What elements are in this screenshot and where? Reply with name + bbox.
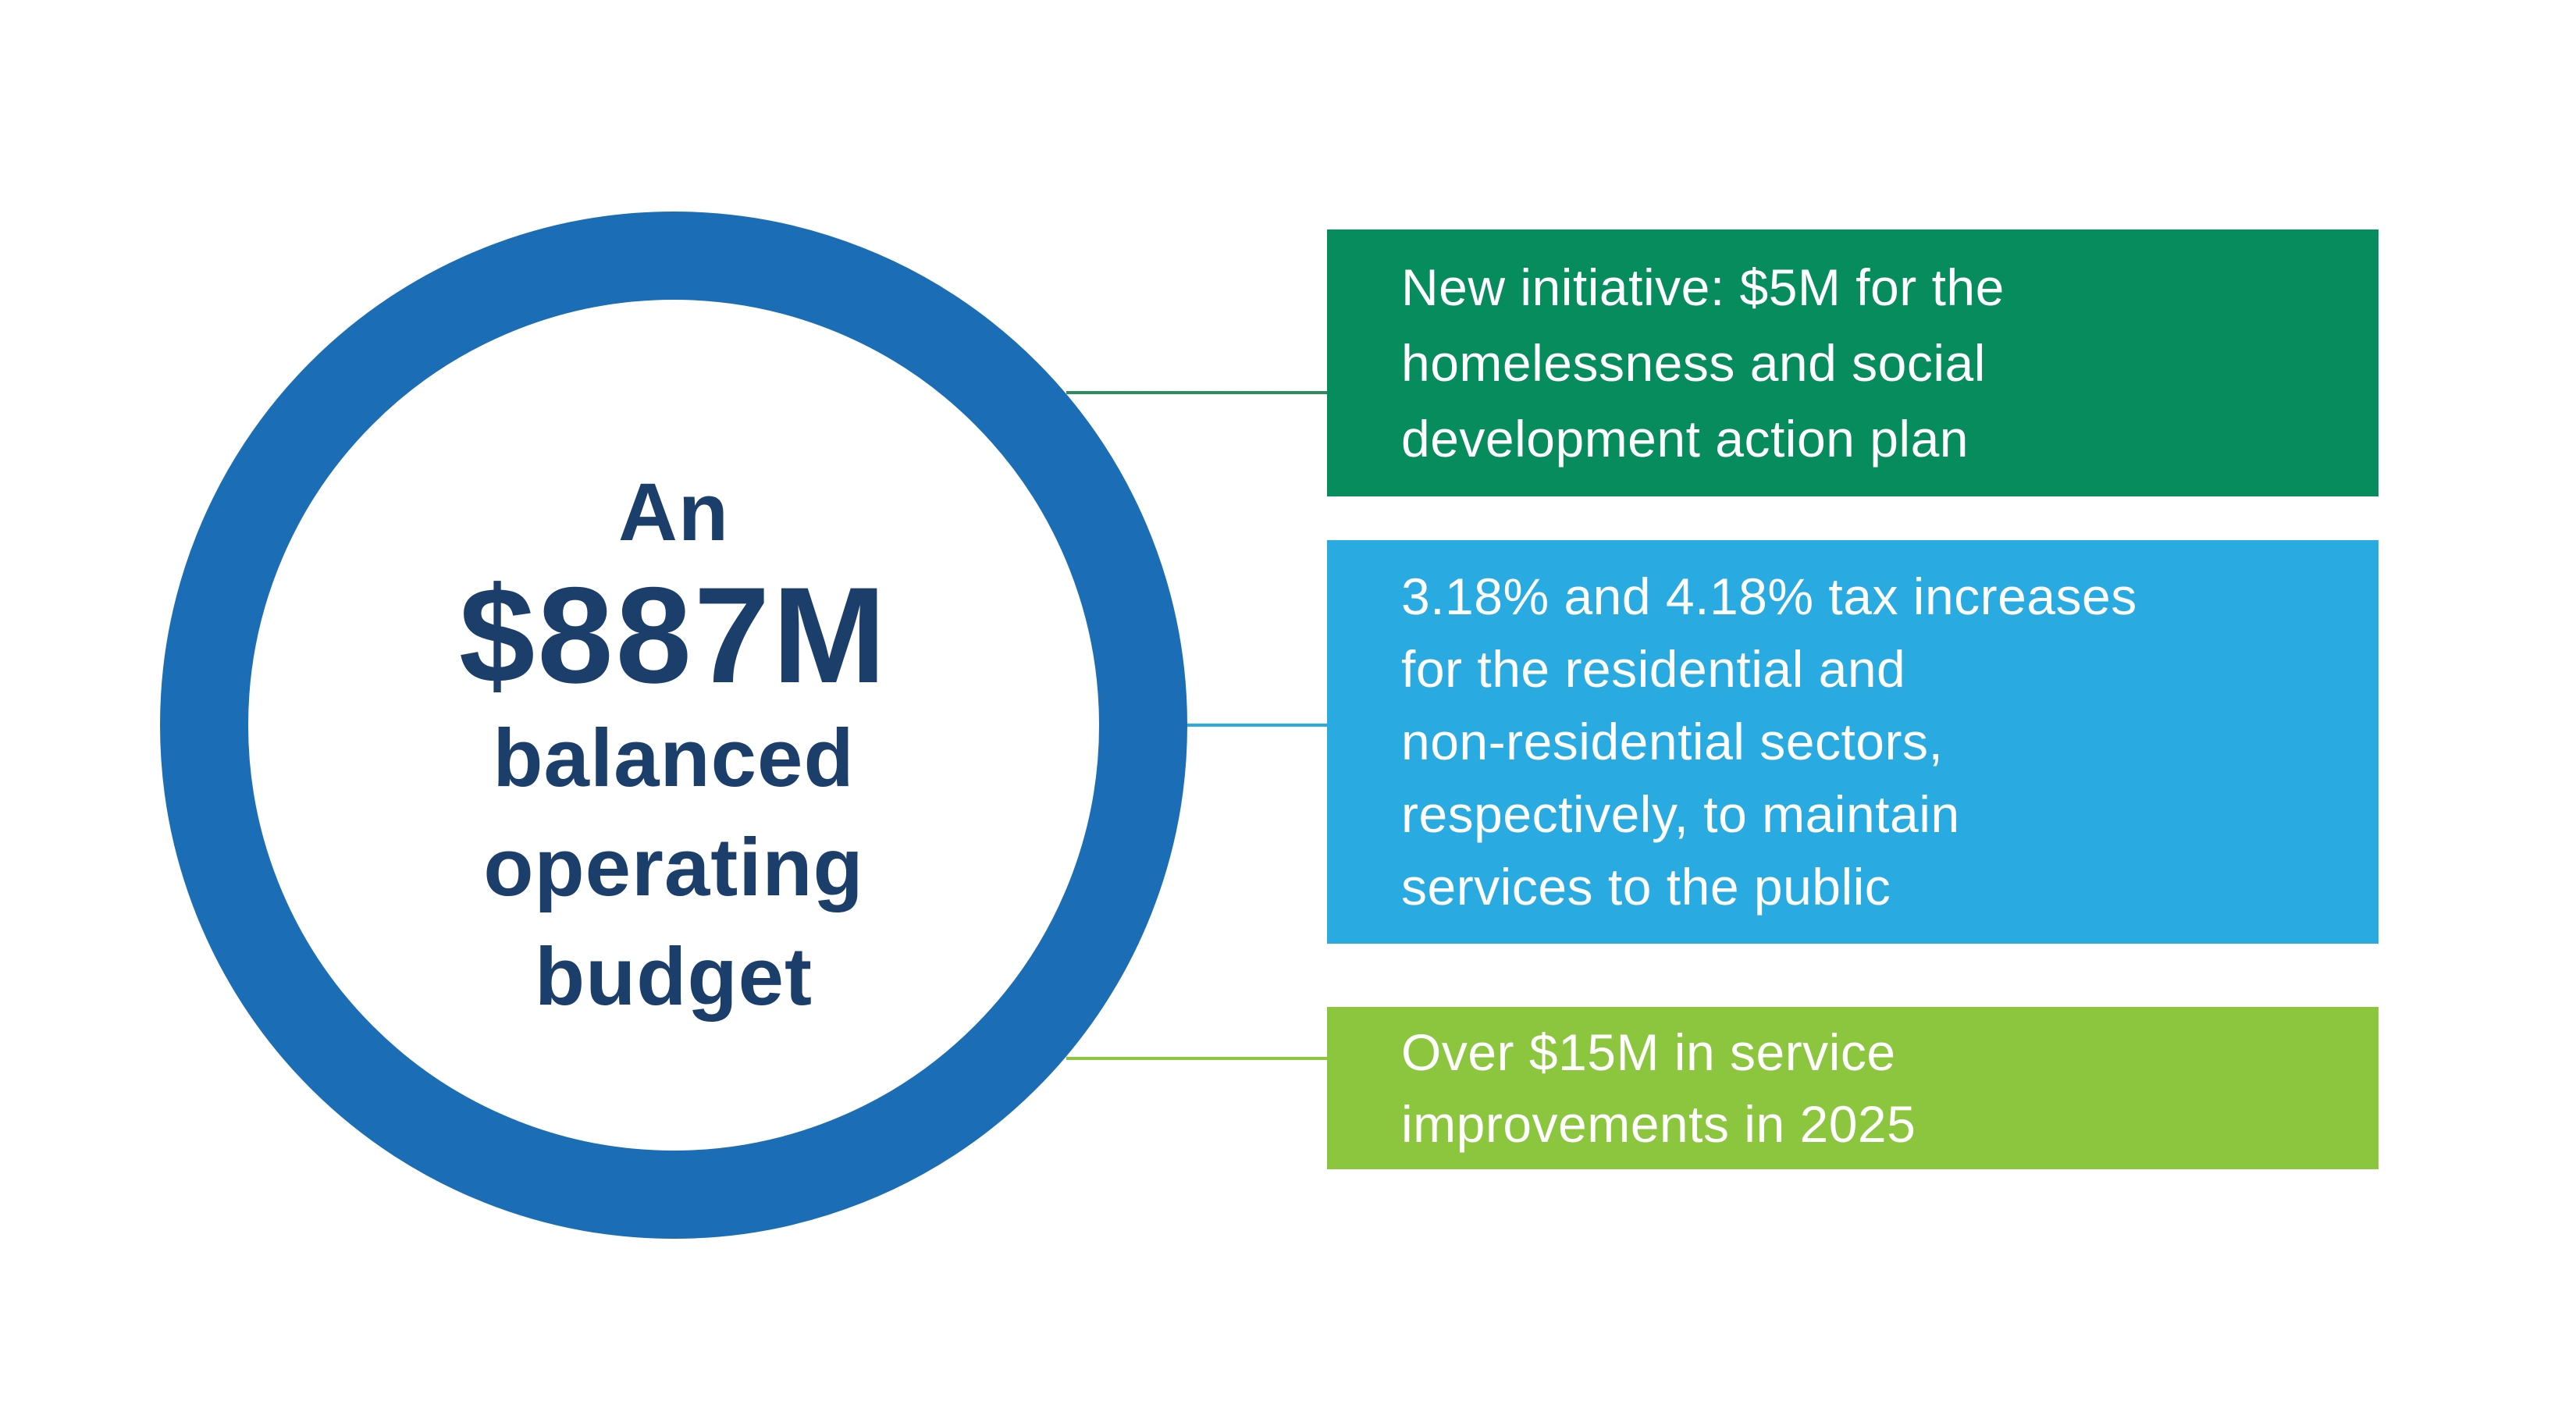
box-tax-increases-line-5: services to the public [1401, 858, 1891, 916]
box-service-improvements-line-1: Over $15M in service [1401, 1023, 1896, 1081]
box-tax-increases-line-4: respectively, to maintain [1401, 785, 1960, 843]
circle-line-an: An [618, 466, 729, 558]
box-tax-increases: 3.18% and 4.18% tax increases for the re… [1327, 540, 2379, 944]
budget-circle: An $887M balanced operating budget [160, 212, 1187, 1239]
box-tax-increases-line-1: 3.18% and 4.18% tax increases [1401, 567, 2137, 625]
box-new-initiative: New initiative: $5M for the homelessness… [1327, 229, 2379, 496]
connector-line-service-improvements [1066, 1057, 1327, 1060]
box-new-initiative-line-2: homelessness and social [1401, 333, 1986, 392]
box-tax-increases-line-2: for the residential and [1401, 640, 1906, 698]
box-service-improvements-line-2: improvements in 2025 [1401, 1095, 1916, 1153]
circle-line-operating: operating [483, 821, 864, 913]
box-tax-increases-line-3: non-residential sectors, [1401, 713, 1944, 770]
box-new-initiative-line-1: New initiative: $5M for the [1401, 258, 2005, 316]
budget-circle-text: An $887M balanced operating budget [459, 458, 888, 1032]
box-new-initiative-line-3: development action plan [1401, 409, 1969, 468]
circle-line-balanced: balanced [493, 712, 855, 804]
circle-amount: $887M [458, 559, 889, 712]
connector-line-new-initiative [1066, 391, 1327, 394]
connector-line-tax-increases [1187, 724, 1327, 727]
box-service-improvements: Over $15M in service improvements in 202… [1327, 1007, 2379, 1169]
circle-line-budget: budget [535, 930, 813, 1023]
